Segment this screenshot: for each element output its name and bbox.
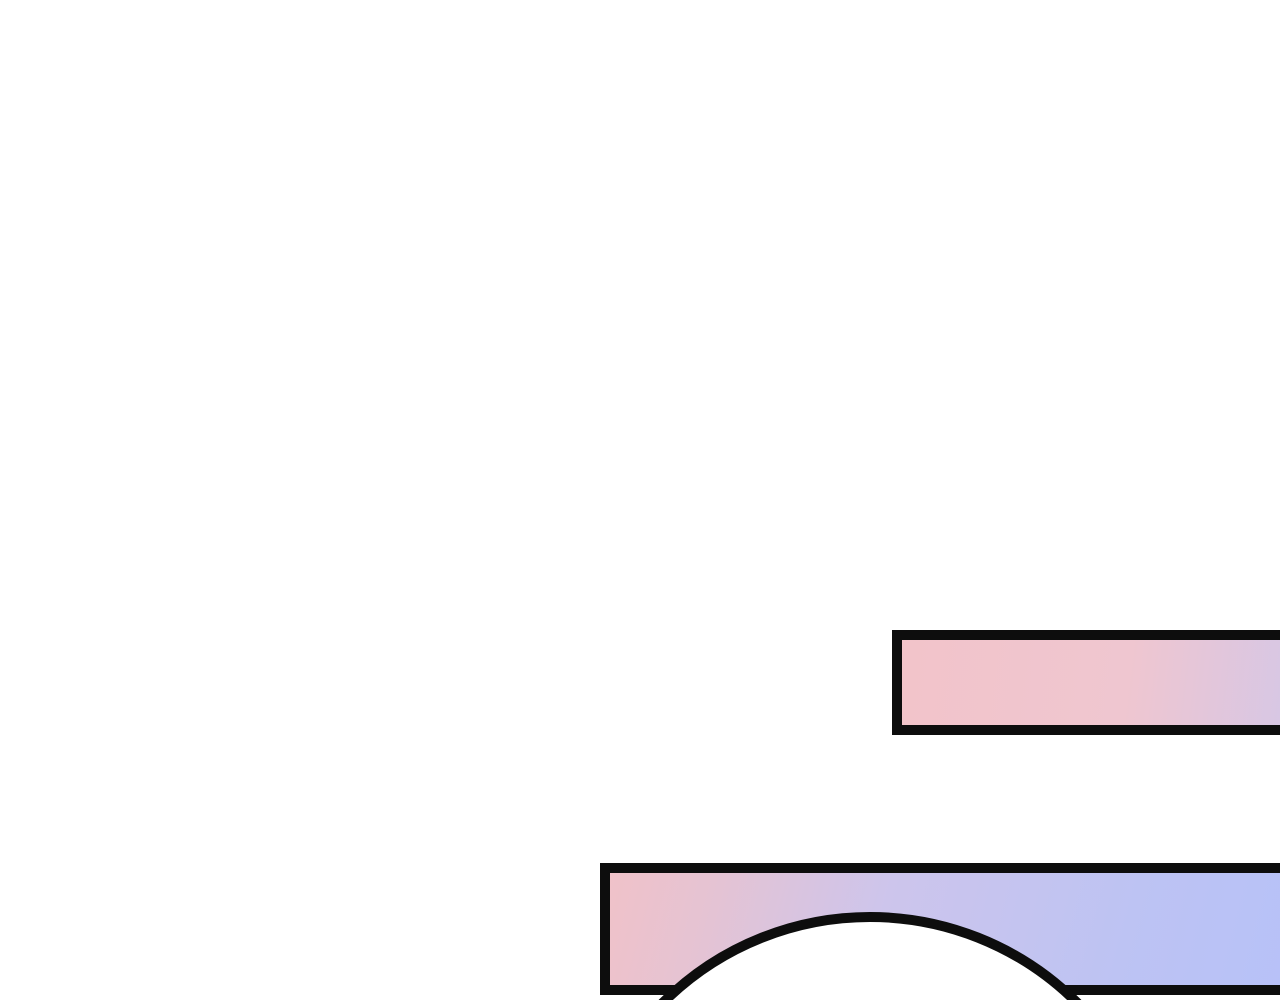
gradient-bar-shape (892, 630, 1280, 735)
